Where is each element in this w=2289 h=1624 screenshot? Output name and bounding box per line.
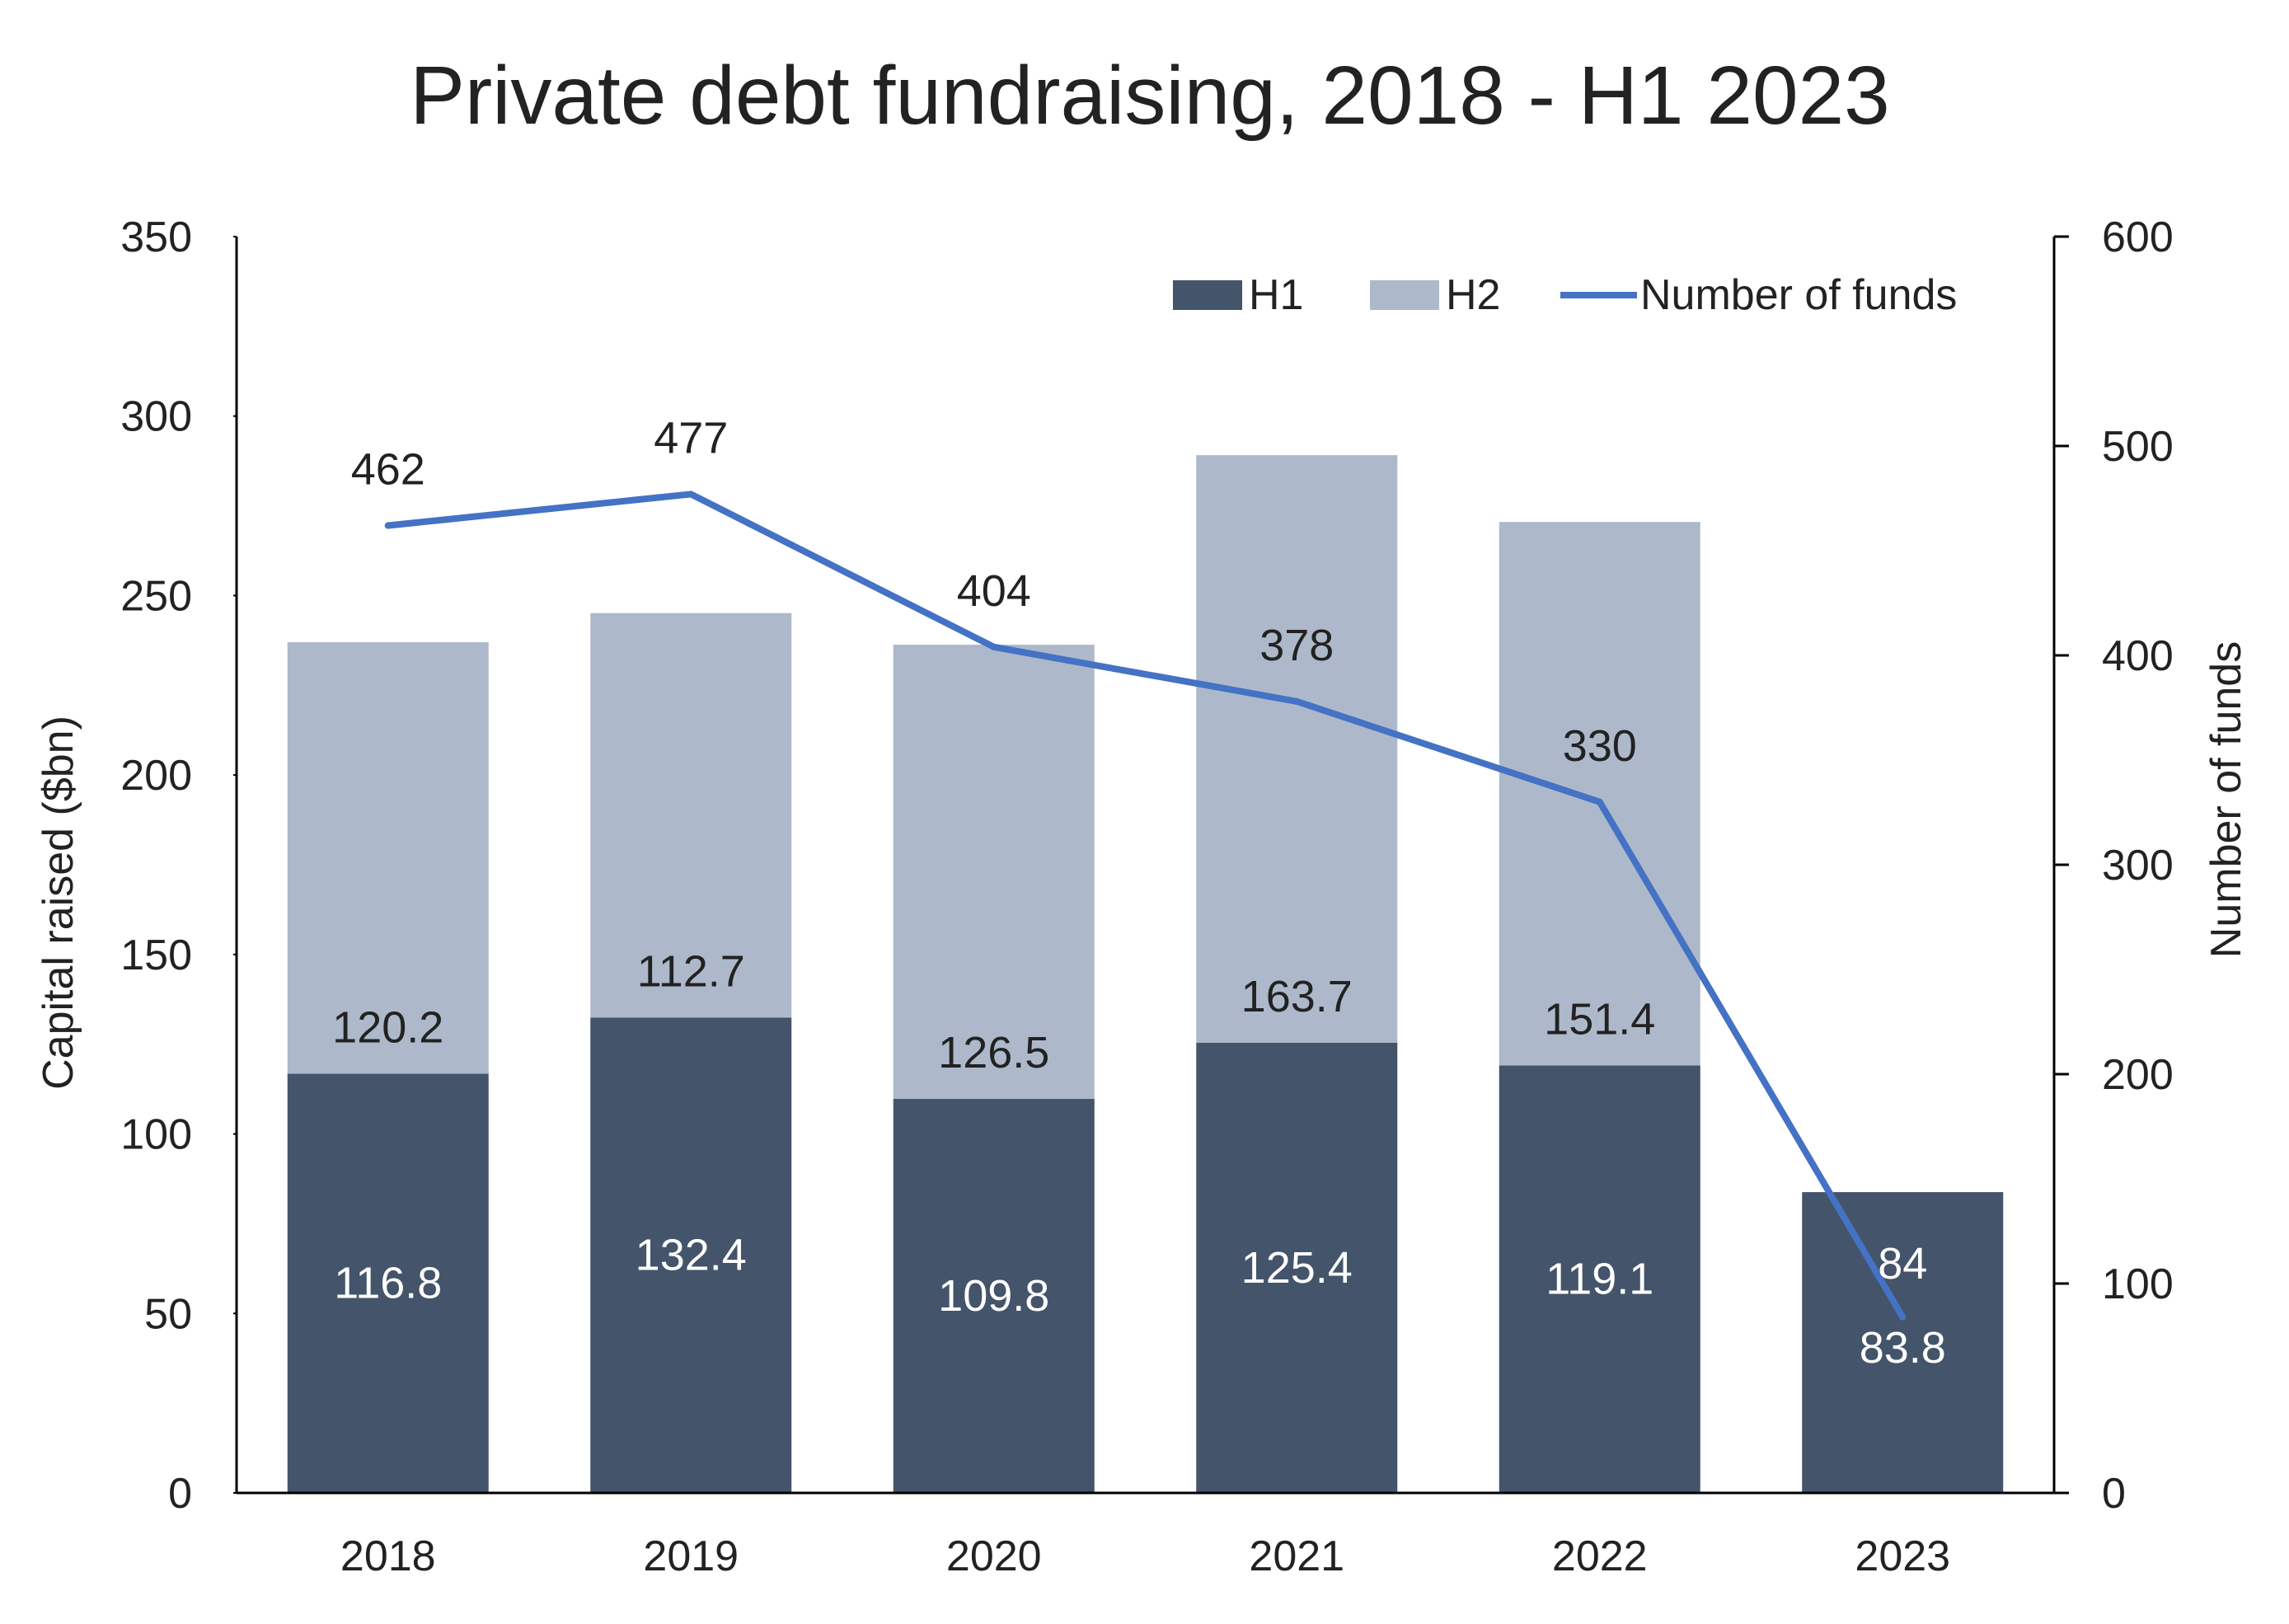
number-of-funds-point-2020 <box>990 643 997 650</box>
h2-data-label: 163.7 <box>1241 972 1353 1021</box>
y2-tick-label: 500 <box>2102 423 2174 471</box>
legend-label-h1: H1 <box>1249 271 1303 319</box>
x-tick-label: 2019 <box>643 1532 739 1580</box>
y-tick-label: 0 <box>168 1470 192 1518</box>
bar-h1-2021 <box>1196 1042 1398 1493</box>
number-of-funds-point-2022 <box>1596 798 1603 805</box>
x-tick-label: 2018 <box>340 1532 436 1580</box>
y-tick-label: 350 <box>120 214 192 261</box>
h1-data-label: 109.8 <box>938 1271 1049 1321</box>
legend-label-h2: H2 <box>1446 271 1500 319</box>
bar-h2-2022 <box>1499 522 1700 1066</box>
h2-data-label: 112.7 <box>637 946 745 996</box>
y2-tick-label: 200 <box>2102 1051 2174 1099</box>
number-of-funds-point-2021 <box>1293 697 1301 705</box>
y-axis-title: Capital raised ($bn) <box>35 716 82 1090</box>
legend-swatch-h2 <box>1370 280 1439 310</box>
y-tick-label: 200 <box>120 752 192 800</box>
legend: H1 H2 Number of funds <box>1173 271 1957 319</box>
bar-h1-2018 <box>287 1073 489 1493</box>
y2-tick-label: 600 <box>2102 214 2174 261</box>
bar-h1-2020 <box>893 1098 1095 1493</box>
bar-h1-2019 <box>590 1017 792 1493</box>
funds-data-label: 84 <box>1878 1239 1927 1288</box>
y-tick-label: 50 <box>144 1290 192 1338</box>
chart-title: Private debt fundraising, 2018 - H1 2023 <box>410 49 1890 142</box>
legend-swatch-h1 <box>1173 280 1242 310</box>
funds-data-label: 477 <box>654 413 728 462</box>
x-tick-label: 2023 <box>1855 1532 1950 1580</box>
y2-tick-label: 100 <box>2102 1260 2174 1308</box>
number-of-funds-point-2023 <box>1899 1313 1907 1321</box>
funds-data-label: 378 <box>1259 621 1334 670</box>
number-of-funds-point-2018 <box>384 522 392 529</box>
y2-tick-label: 0 <box>2102 1470 2126 1518</box>
h1-data-label: 132.4 <box>636 1231 747 1280</box>
h1-data-label: 119.1 <box>1546 1255 1653 1304</box>
x-tick-label: 2020 <box>946 1532 1042 1580</box>
h2-data-label: 151.4 <box>1544 994 1655 1044</box>
number-of-funds-line <box>384 490 1907 1321</box>
h1-data-label: 116.8 <box>334 1259 442 1308</box>
bar-h1-2023 <box>1802 1192 2004 1493</box>
h2-data-label: 126.5 <box>938 1028 1049 1077</box>
legend-label-funds: Number of funds <box>1640 271 1957 319</box>
y-tick-label: 300 <box>120 393 192 441</box>
x-tick-label: 2021 <box>1249 1532 1344 1580</box>
h1-data-label: 83.8 <box>1860 1323 1946 1373</box>
y-tick-label: 150 <box>120 932 192 979</box>
number-of-funds-point-2019 <box>687 490 695 498</box>
bar-h2-2019 <box>590 613 792 1018</box>
funds-data-label: 330 <box>1563 721 1637 771</box>
plot-area: 0 50 100 150 200 250 300 350 0 100 200 300 400 500 600… <box>120 214 2174 1580</box>
bar-h2-2021 <box>1196 455 1398 1043</box>
y-tick-label: 100 <box>120 1111 192 1159</box>
h2-data-label: 120.2 <box>332 1002 443 1052</box>
bar-h2-2020 <box>893 645 1095 1099</box>
bar-h1-2022 <box>1499 1065 1700 1493</box>
x-tick-label: 2022 <box>1552 1532 1648 1580</box>
y2-tick-label: 400 <box>2102 632 2174 680</box>
y-tick-label: 250 <box>120 572 192 620</box>
funds-data-label: 404 <box>957 566 1031 616</box>
y2-tick-label: 300 <box>2102 842 2174 889</box>
funds-data-label: 462 <box>351 445 425 495</box>
bar-h2-2018 <box>287 642 489 1074</box>
y2-axis-title: Number of funds <box>2202 641 2250 958</box>
h1-data-label: 125.4 <box>1241 1243 1353 1293</box>
